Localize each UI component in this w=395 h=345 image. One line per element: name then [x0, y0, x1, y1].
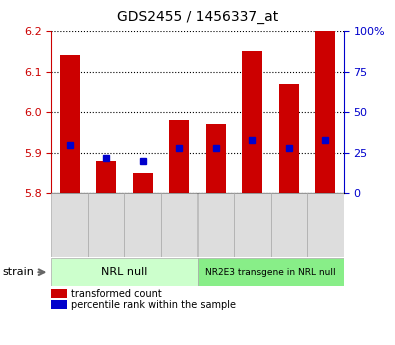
Bar: [51, 258, 198, 286]
Text: NR2E3 transgene in NRL null: NR2E3 transgene in NRL null: [205, 268, 336, 277]
Bar: [271, 193, 307, 257]
Bar: [234, 193, 271, 257]
Text: NRL null: NRL null: [101, 267, 148, 277]
Bar: [206, 124, 226, 193]
Bar: [279, 84, 299, 193]
Bar: [198, 258, 344, 286]
Text: strain: strain: [2, 267, 34, 277]
Bar: [242, 51, 262, 193]
Bar: [198, 193, 234, 257]
Bar: [169, 120, 189, 193]
Bar: [161, 193, 198, 257]
Text: GDS2455 / 1456337_at: GDS2455 / 1456337_at: [117, 10, 278, 24]
Bar: [124, 193, 161, 257]
Bar: [51, 193, 88, 257]
Bar: [51, 289, 67, 298]
Bar: [88, 193, 124, 257]
Text: transformed count: transformed count: [71, 289, 162, 299]
Bar: [51, 300, 67, 309]
Bar: [60, 55, 80, 193]
Bar: [96, 161, 116, 193]
Text: percentile rank within the sample: percentile rank within the sample: [71, 300, 236, 310]
Bar: [307, 193, 344, 257]
Bar: [133, 173, 153, 193]
Bar: [315, 31, 335, 193]
